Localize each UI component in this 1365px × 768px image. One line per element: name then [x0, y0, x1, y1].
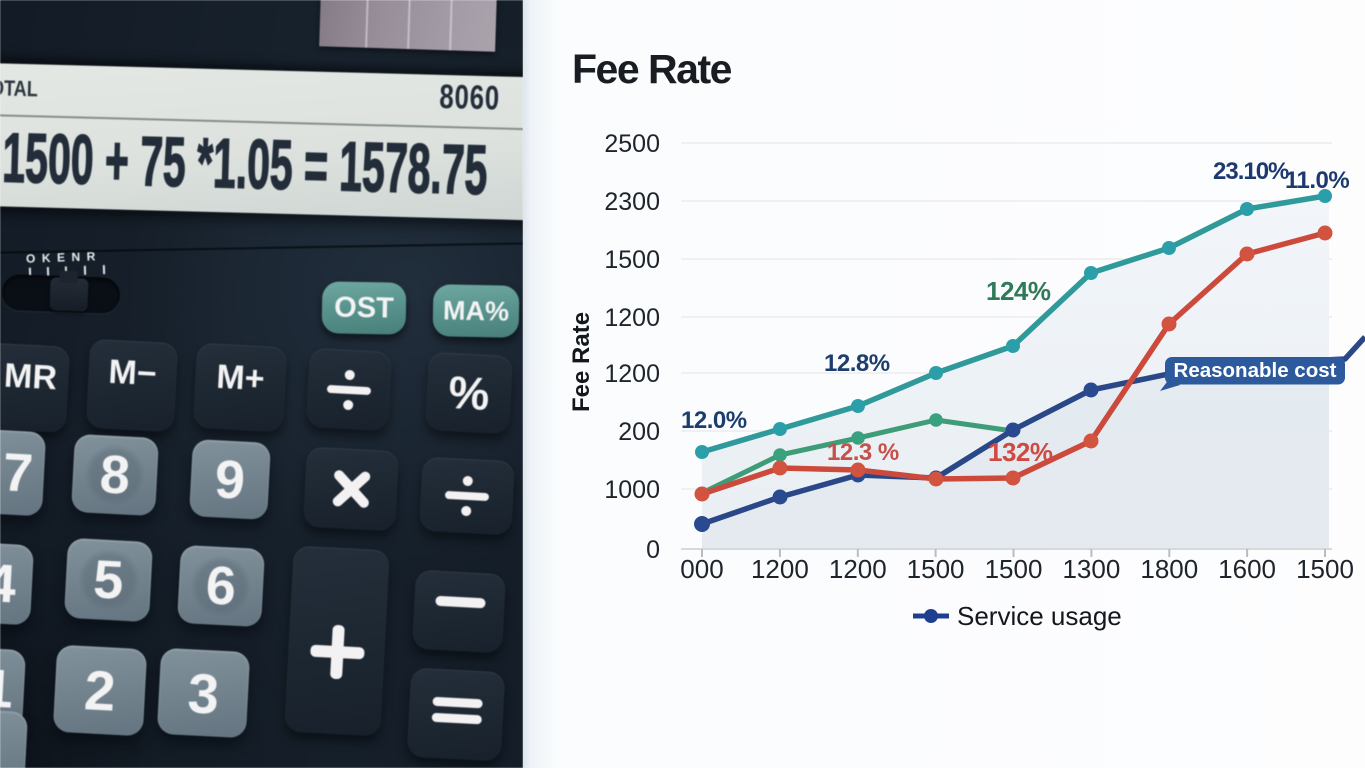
svg-text:Service usage: Service usage: [957, 601, 1122, 631]
svg-text:000: 000: [680, 554, 723, 584]
svg-text:200: 200: [618, 418, 660, 446]
svg-text:23.10%: 23.10%: [1213, 158, 1289, 185]
svg-text:1200: 1200: [751, 554, 809, 584]
svg-text:0: 0: [646, 536, 660, 564]
svg-text:1500: 1500: [907, 554, 965, 584]
svg-text:2500: 2500: [604, 130, 660, 158]
svg-text:132%: 132%: [988, 437, 1053, 467]
svg-text:Fee Rate: Fee Rate: [568, 312, 595, 412]
svg-text:Reasonable cost: Reasonable cost: [1174, 359, 1337, 382]
svg-text:12.0%: 12.0%: [681, 407, 747, 434]
svg-text:1200: 1200: [604, 360, 660, 388]
svg-text:1200: 1200: [604, 304, 660, 332]
svg-text:1300: 1300: [1062, 554, 1120, 584]
svg-text:12.8%: 12.8%: [824, 350, 890, 377]
svg-text:11.0%: 11.0%: [1285, 167, 1349, 194]
svg-text:12.3 %: 12.3 %: [827, 439, 899, 466]
svg-text:124%: 124%: [986, 276, 1051, 306]
svg-text:1500: 1500: [604, 246, 660, 274]
svg-text:Fee Rate: Fee Rate: [572, 46, 732, 92]
svg-text:1000: 1000: [604, 476, 660, 504]
svg-text:1600: 1600: [1218, 554, 1276, 584]
svg-text:1200: 1200: [829, 554, 887, 584]
svg-text:1500: 1500: [1296, 554, 1354, 584]
svg-text:1500: 1500: [985, 554, 1043, 584]
svg-text:2300: 2300: [604, 188, 660, 216]
svg-text:1800: 1800: [1140, 554, 1198, 584]
